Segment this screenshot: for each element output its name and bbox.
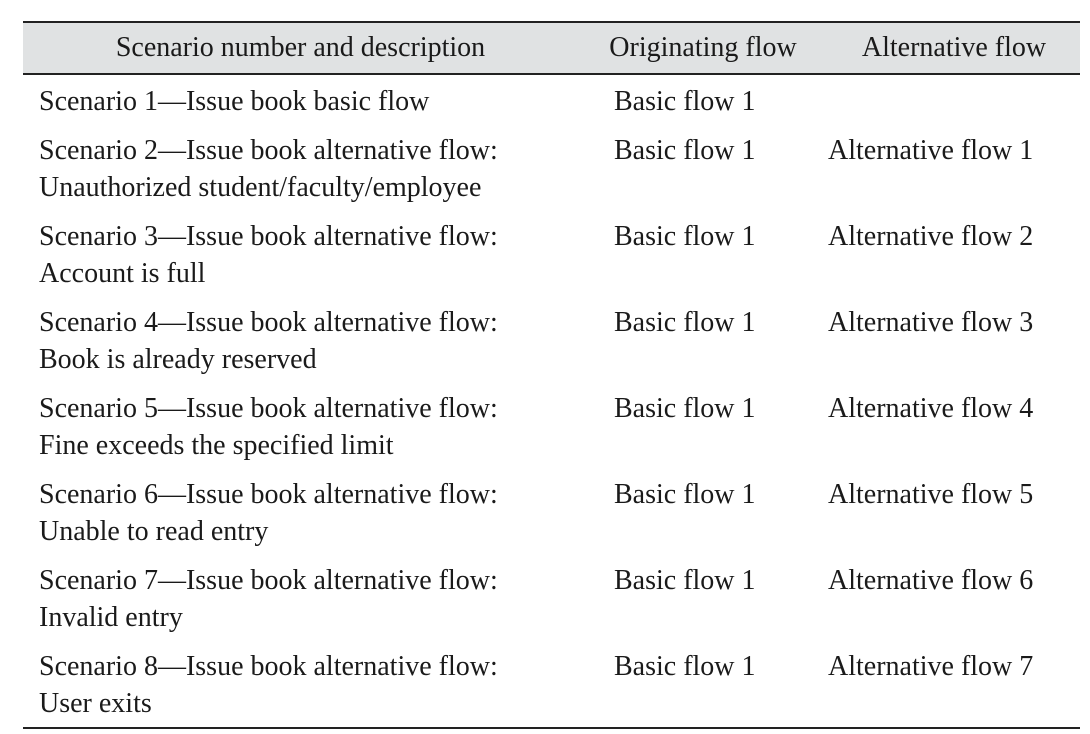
scenario-table: Scenario number and description Originat… (23, 21, 1080, 729)
scenario-description-cell: Scenario 3—Issue book alternative flow: … (23, 206, 578, 292)
alternative-flow-cell: Alternative flow 4 (828, 393, 1034, 424)
scenario-description-cell: Scenario 6—Issue book alternative flow: … (23, 464, 578, 550)
originating-flow-cell: Basic flow 1 (614, 135, 756, 166)
scenario-description-line1: Scenario 4—Issue book alternative flow: (39, 307, 498, 338)
scenario-description-line1: Scenario 2—Issue book alternative flow: (39, 135, 498, 166)
scenario-description-line1: Scenario 1—Issue book basic flow (39, 86, 430, 117)
alternative-flow-cell: Alternative flow 7 (828, 636, 1080, 729)
scenario-table-container: Scenario number and description Originat… (23, 21, 1080, 729)
header-scenario-description: Scenario number and description (23, 21, 578, 75)
table-row: Scenario 5—Issue book alternative flow: … (23, 378, 1080, 464)
table-row: Scenario 1—Issue book basic flow Basic f… (23, 74, 1080, 120)
alternative-flow-cell (828, 74, 1080, 120)
scenario-description-line2: Book is already reserved (39, 344, 317, 375)
alternative-flow-cell: Alternative flow 1 (828, 135, 1034, 166)
scenario-description-line2: Fine exceeds the specified limit (39, 430, 394, 461)
scenario-description-line1: Scenario 8—Issue book alternative flow: (39, 651, 498, 682)
scenario-description-cell: Scenario 8—Issue book alternative flow: … (23, 636, 578, 729)
originating-flow-cell: Basic flow 1 (614, 86, 756, 117)
scenario-description-line1: Scenario 5—Issue book alternative flow: (39, 393, 498, 424)
alternative-flow-cell: Alternative flow 6 (828, 565, 1034, 596)
scenario-description-cell: Scenario 7—Issue book alternative flow: … (23, 550, 578, 636)
originating-flow-cell: Basic flow 1 (614, 479, 756, 510)
scenario-description-cell: Scenario 1—Issue book basic flow (23, 74, 578, 120)
scenario-description-line2: Account is full (39, 258, 206, 289)
header-alternative-flow: Alternative flow (828, 21, 1080, 75)
originating-flow-cell: Basic flow 1 (614, 221, 756, 252)
scenario-description-line2: Unauthorized student/faculty/employee (39, 172, 482, 203)
originating-flow-cell: Basic flow 1 (614, 393, 756, 424)
scenario-description-line2: Unable to read entry (39, 516, 269, 547)
scenario-description-line2: User exits (39, 688, 152, 719)
scenario-description-line1: Scenario 7—Issue book alternative flow: (39, 565, 498, 596)
scenario-description-line1: Scenario 3—Issue book alternative flow: (39, 221, 498, 252)
scenario-description-cell: Scenario 4—Issue book alternative flow: … (23, 292, 578, 378)
originating-flow-cell: Basic flow 1 (614, 565, 756, 596)
alternative-flow-cell: Alternative flow 5 (828, 479, 1034, 510)
originating-flow-cell: Basic flow 1 (578, 636, 828, 729)
scenario-description-cell: Scenario 5—Issue book alternative flow: … (23, 378, 578, 464)
header-originating-flow: Originating flow (578, 21, 828, 75)
scenario-description-line2: Invalid entry (39, 602, 183, 633)
alternative-flow-cell: Alternative flow 3 (828, 307, 1034, 338)
table-row: Scenario 7—Issue book alternative flow: … (23, 550, 1080, 636)
table-row: Scenario 6—Issue book alternative flow: … (23, 464, 1080, 550)
table-row: Scenario 2—Issue book alternative flow: … (23, 120, 1080, 206)
table-row: Scenario 3—Issue book alternative flow: … (23, 206, 1080, 292)
originating-flow-cell: Basic flow 1 (614, 307, 756, 338)
table-row: Scenario 8—Issue book alternative flow: … (23, 636, 1080, 729)
table-header-row: Scenario number and description Originat… (23, 21, 1080, 75)
table-row: Scenario 4—Issue book alternative flow: … (23, 292, 1080, 378)
scenario-description-line1: Scenario 6—Issue book alternative flow: (39, 479, 498, 510)
alternative-flow-cell: Alternative flow 2 (828, 221, 1034, 252)
scenario-description-cell: Scenario 2—Issue book alternative flow: … (23, 120, 578, 206)
